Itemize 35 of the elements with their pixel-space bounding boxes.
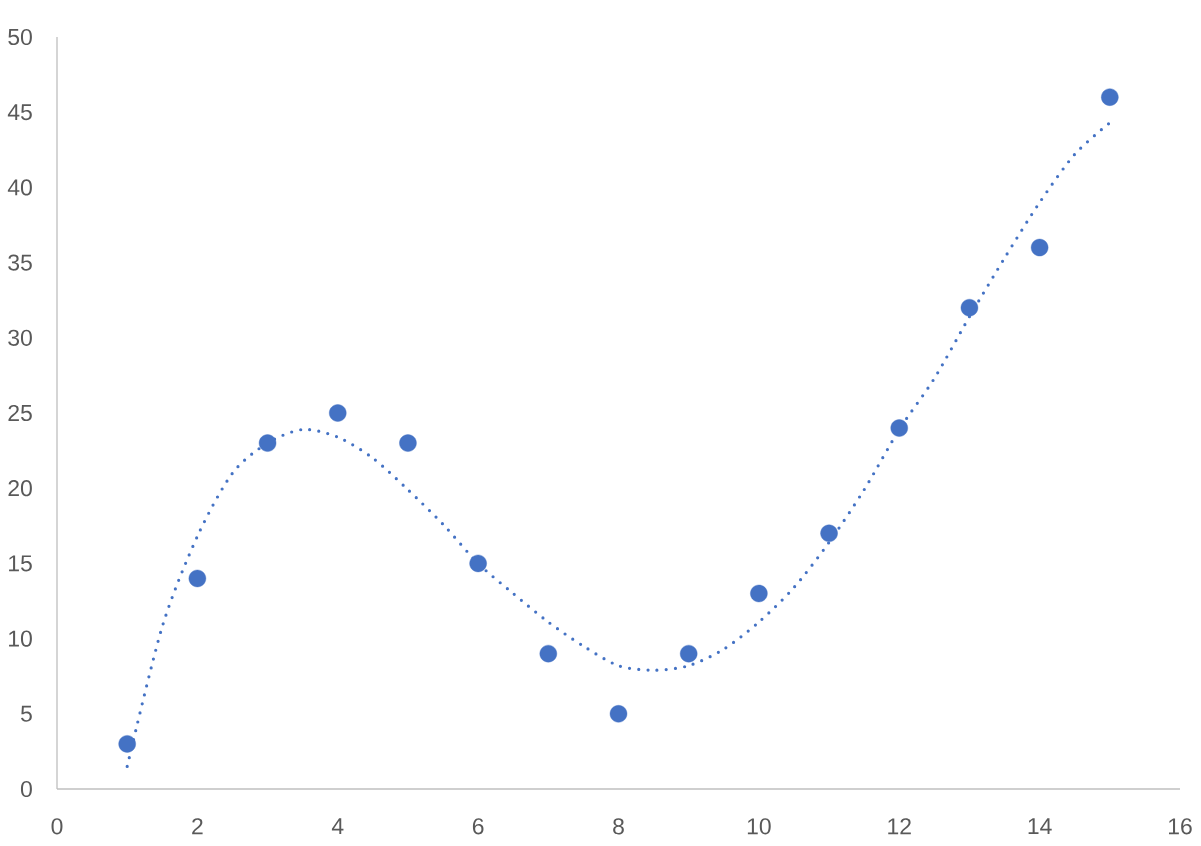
point (539, 644, 558, 663)
x-tick-label: 6 (472, 818, 484, 835)
y-tick-label: 35 (8, 254, 32, 271)
y-tick-label: 25 (8, 404, 32, 422)
x-tick-label: 16 (1169, 818, 1192, 835)
y-tick-label: 50 (8, 28, 32, 46)
y-tick-label: 30 (8, 329, 32, 346)
x-tick-label: 0 (51, 818, 63, 835)
point (469, 554, 487, 573)
x-tick-label: 8 (613, 818, 624, 835)
point (609, 705, 628, 723)
point (820, 524, 838, 543)
point (960, 299, 979, 317)
point (329, 404, 347, 422)
point (890, 419, 908, 437)
point (679, 644, 698, 663)
x-tick-label: 2 (192, 818, 203, 835)
y-tick-label: 20 (8, 480, 32, 497)
point (1030, 238, 1049, 257)
point (258, 434, 277, 452)
x-tick-label: 14 (1028, 818, 1052, 834)
point (118, 735, 136, 753)
x-tick-label: 10 (747, 818, 771, 835)
point (188, 569, 207, 588)
point (399, 434, 417, 452)
point (1101, 88, 1119, 106)
x-tick-label: 12 (888, 818, 911, 835)
point (750, 584, 768, 603)
y-tick-label: 5 (20, 705, 32, 722)
y-tick-label: 15 (9, 555, 32, 572)
y-tick-label: 0 (20, 780, 32, 798)
y-tick-label: 10 (9, 630, 32, 647)
x-tick-label: 4 (331, 818, 344, 834)
y-tick-label: 40 (7, 179, 32, 196)
y-tick-label: 45 (7, 104, 32, 121)
